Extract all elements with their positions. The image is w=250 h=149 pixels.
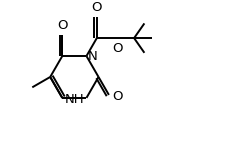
Text: O: O bbox=[112, 42, 123, 55]
Text: O: O bbox=[57, 19, 68, 32]
Text: NH: NH bbox=[65, 93, 85, 105]
Text: N: N bbox=[88, 49, 98, 63]
Text: O: O bbox=[112, 90, 122, 103]
Text: O: O bbox=[92, 1, 102, 14]
